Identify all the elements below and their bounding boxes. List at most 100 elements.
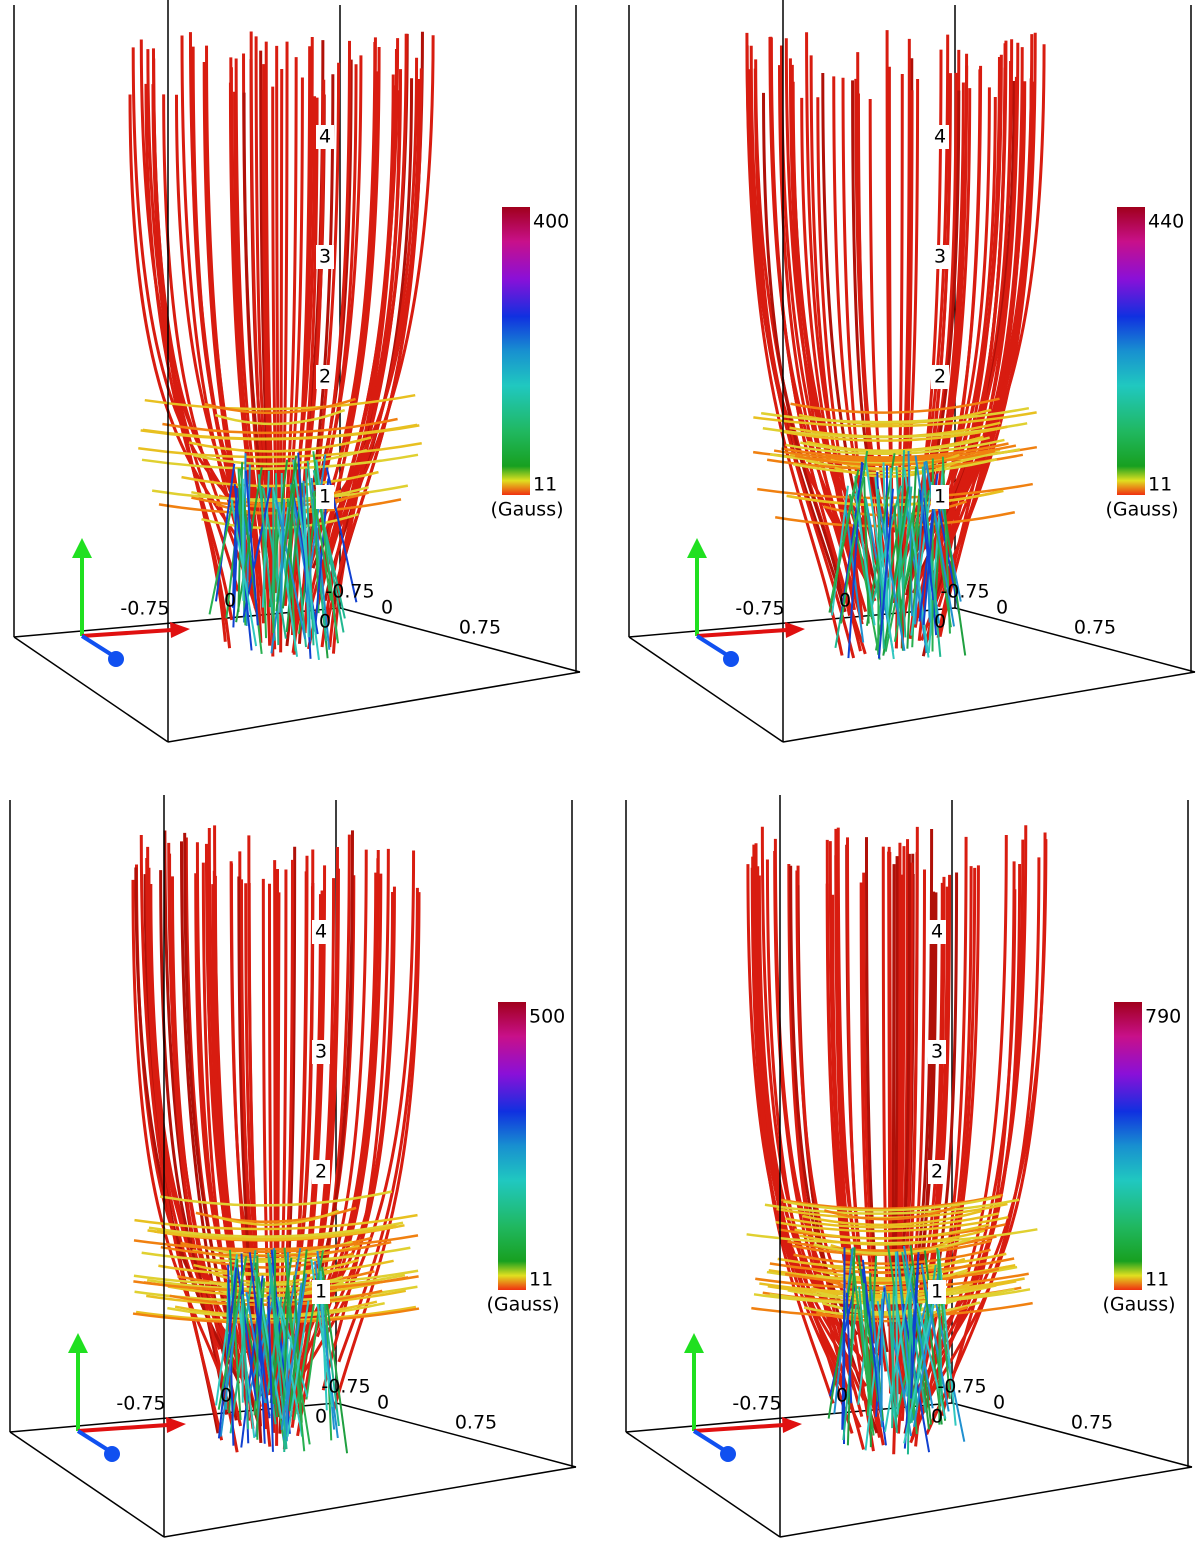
field-line (786, 489, 1004, 506)
field-line (863, 1283, 870, 1399)
field-line (816, 1305, 968, 1323)
box-edge (625, 1431, 781, 1538)
axis-arrow (170, 622, 190, 638)
field-line (769, 448, 1021, 465)
colorbar-max: 400 (533, 211, 569, 233)
field-line (275, 456, 298, 612)
field-line (156, 1224, 396, 1241)
field-line (214, 408, 346, 426)
field-line (231, 488, 238, 608)
field-line (760, 406, 1030, 424)
colorbar (502, 207, 530, 495)
axis-label: 0 (220, 1385, 232, 1407)
field-line (759, 1277, 1025, 1294)
axis-label: 0 (381, 597, 393, 619)
field-line (181, 470, 379, 488)
height-label: 2 (319, 366, 331, 388)
field-line (159, 1190, 393, 1207)
field-line (784, 1212, 1000, 1229)
field-line (131, 879, 223, 1379)
field-line (212, 1209, 340, 1226)
field-line (857, 1255, 880, 1402)
field-line (337, 887, 419, 1363)
box-edge (13, 607, 341, 638)
field-line (755, 1272, 1029, 1289)
axis-label: -0.75 (940, 581, 989, 603)
label-bg (928, 1280, 946, 1304)
field-line (845, 1292, 853, 1404)
field-line (906, 466, 918, 649)
panel: -0.75 0 -0.75 0 0.75 0 1 2 3 4 440 11 (Gauss) (628, 0, 1196, 743)
field-line (911, 81, 1018, 594)
axis-label: 0 (934, 611, 946, 633)
axis-label: 0.75 (455, 1412, 497, 1434)
field-line (887, 66, 895, 604)
box-edge (954, 607, 1196, 673)
label-bg (312, 1040, 330, 1064)
height-label: 1 (319, 486, 331, 508)
field-line (134, 1213, 418, 1231)
field-line (257, 474, 276, 641)
field-line (217, 1267, 238, 1439)
field-line (910, 1263, 920, 1399)
colorbar-max: 500 (529, 1006, 565, 1028)
field-line (752, 844, 870, 1369)
field-line (769, 36, 862, 652)
colorbar (1117, 207, 1145, 495)
box-edge (335, 1402, 577, 1468)
field-line (293, 1275, 303, 1423)
field-line (240, 879, 272, 1447)
colorbar-unit: (Gauss) (1102, 1294, 1175, 1316)
field-line (286, 1300, 310, 1437)
field-line (830, 485, 849, 616)
axis-arrow (695, 634, 729, 657)
field-line (169, 1289, 383, 1306)
field-line (133, 1234, 419, 1251)
height-label: 4 (931, 921, 943, 943)
field-line (783, 1195, 1001, 1212)
field-line (784, 38, 867, 528)
axis-label: -0.75 (735, 598, 784, 620)
field-line (894, 1295, 911, 1400)
height-label: 1 (315, 1281, 327, 1303)
field-line (272, 509, 278, 634)
field-line (212, 1267, 340, 1285)
field-line (244, 470, 259, 626)
field-line (882, 486, 910, 656)
field-line (877, 488, 894, 659)
field-line (815, 1285, 969, 1302)
field-line (787, 1235, 997, 1252)
field-line (887, 1293, 898, 1433)
field-line (281, 463, 298, 609)
axis-label: 0 (224, 590, 236, 612)
field-line (208, 500, 234, 615)
field-line (792, 458, 998, 475)
axis-arrow (72, 538, 92, 558)
field-line (864, 1291, 885, 1451)
field-line (859, 882, 883, 1366)
field-line (305, 454, 327, 603)
box-edge (951, 1402, 1193, 1468)
field-line (923, 497, 938, 636)
field-line (787, 1284, 997, 1301)
field-line (305, 468, 315, 646)
field-line (273, 860, 278, 1424)
box-edge (167, 671, 581, 743)
axis-arrow (720, 1446, 736, 1462)
field-line (188, 436, 372, 453)
colorbar-min: 11 (533, 474, 557, 496)
axis-label: 0 (996, 597, 1008, 619)
field-line (888, 468, 892, 618)
axis-label: -0.75 (732, 1393, 781, 1415)
field-line (323, 33, 408, 578)
field-line (905, 1259, 918, 1408)
field-line (920, 832, 1047, 1412)
field-line (869, 1272, 872, 1448)
field-line (204, 397, 356, 415)
axis-arrow (696, 628, 788, 638)
axis-arrow (692, 1429, 726, 1452)
axis-label: 0 (836, 1385, 848, 1407)
box-edge (163, 1466, 577, 1538)
label-bg (312, 1160, 330, 1184)
field-line (765, 859, 854, 1434)
